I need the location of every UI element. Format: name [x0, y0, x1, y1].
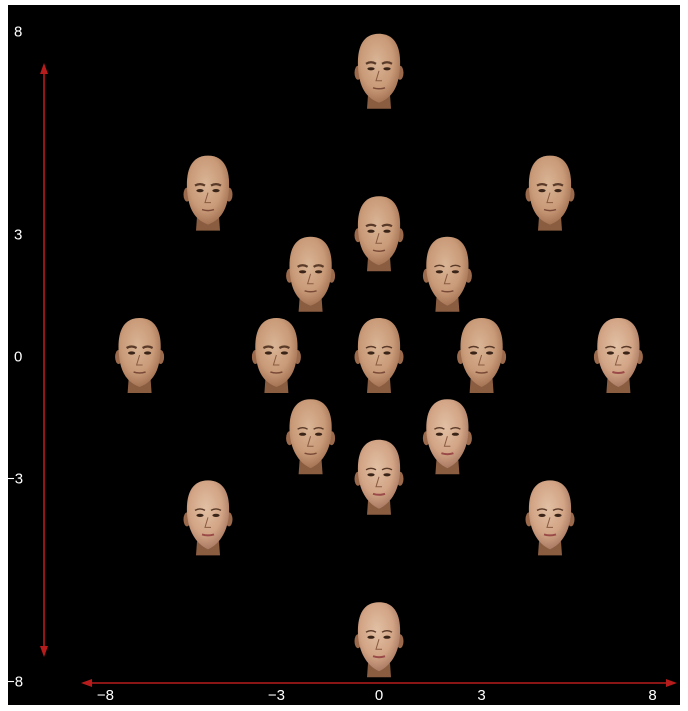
x-tick-label: −8	[96, 687, 114, 704]
face-male-4	[286, 236, 336, 312]
face-neutral-11	[286, 399, 336, 475]
face-grid-canvas	[40, 33, 677, 687]
face-female-12	[422, 399, 472, 475]
face-female-13	[354, 439, 404, 515]
face-space-diagram	[8, 5, 680, 705]
y-tick-label: 0	[14, 348, 23, 366]
x-tick-label: 8	[648, 687, 657, 704]
face-female-14	[183, 480, 233, 556]
y-tick-label: 8	[14, 23, 23, 41]
y-axis-arrow-down	[40, 646, 48, 657]
y-tick-label: −3	[6, 470, 24, 488]
x-tick-label: 3	[477, 687, 486, 704]
face-male-6	[115, 318, 165, 393]
x-axis-arrow-right	[666, 679, 677, 687]
x-tick-label: 0	[374, 687, 384, 704]
face-male-2	[525, 155, 575, 231]
face-male-3	[354, 196, 404, 272]
y-tick-label: −8	[6, 673, 24, 691]
face-neutral-8	[354, 318, 404, 393]
face-neutral-9	[457, 318, 507, 393]
x-tick-label: −3	[267, 687, 285, 704]
x-axis-arrow-left	[81, 679, 92, 687]
face-neutral-5	[422, 236, 472, 312]
face-male-7	[251, 318, 301, 393]
face-male-0	[354, 33, 404, 109]
y-tick-label: 3	[14, 226, 23, 244]
face-male-1	[183, 155, 233, 231]
y-axis-arrow-up	[40, 63, 48, 74]
face-female-10	[593, 318, 643, 393]
face-female-16	[354, 602, 404, 678]
face-female-15	[525, 480, 575, 556]
